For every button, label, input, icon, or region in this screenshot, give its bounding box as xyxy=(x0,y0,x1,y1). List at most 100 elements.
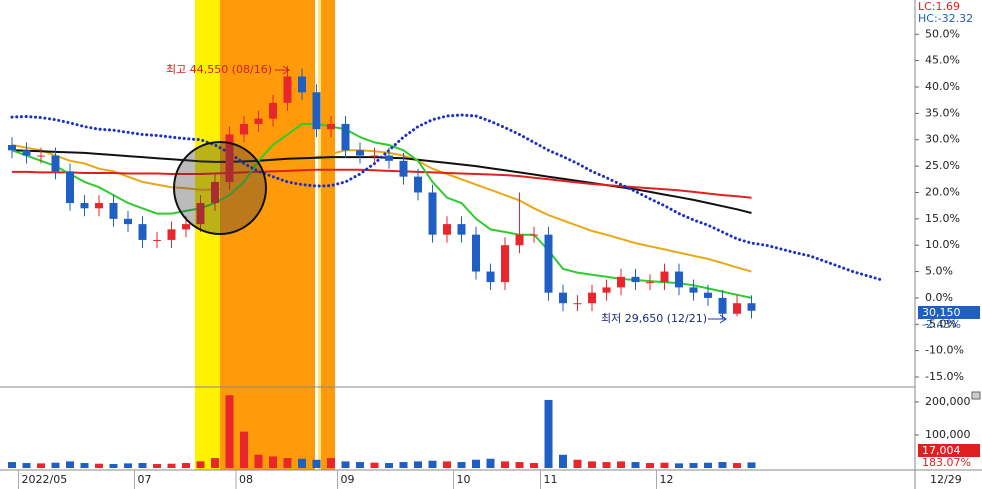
volume-bar xyxy=(573,459,582,468)
volume-bar xyxy=(486,458,495,468)
y-tick-label: 15.0% xyxy=(925,212,960,225)
candle-body xyxy=(298,76,306,93)
candle-body xyxy=(747,303,756,311)
highlight-circle xyxy=(173,141,267,235)
candle-body xyxy=(80,203,89,209)
candle-body xyxy=(573,303,582,305)
volume-bar xyxy=(269,456,277,468)
volume-bar xyxy=(298,458,306,468)
candle-body xyxy=(544,234,553,293)
x-tick-label: 2022/05 xyxy=(22,473,68,486)
volume-bar xyxy=(704,462,712,468)
volume-bar xyxy=(617,461,625,468)
volume-bar xyxy=(385,463,393,468)
candle-body xyxy=(515,234,524,246)
candle-body xyxy=(356,150,364,156)
volume-bar xyxy=(22,463,31,468)
candle-body xyxy=(240,123,248,135)
volume-bar xyxy=(109,464,118,468)
volume-bar xyxy=(211,458,219,468)
volume-bar xyxy=(544,399,553,468)
volume-bar xyxy=(399,462,408,468)
volume-bar xyxy=(588,461,596,468)
candle-body xyxy=(341,123,350,151)
volume-bar xyxy=(675,463,683,468)
candle-body xyxy=(472,234,480,272)
volume-bar xyxy=(51,462,60,468)
moving-average xyxy=(11,144,752,273)
volume-bar xyxy=(153,464,161,468)
candle-body xyxy=(370,155,379,157)
candle-body xyxy=(443,224,451,235)
volume-bar xyxy=(283,458,292,468)
x-tick-label: 07 xyxy=(138,473,152,486)
volume-bar xyxy=(370,462,379,468)
high-note: 최고 44,550 (08/16) xyxy=(166,63,272,76)
candle-body xyxy=(602,287,611,293)
candle-body xyxy=(660,271,669,283)
highlight-band xyxy=(321,0,335,470)
candle-body xyxy=(501,245,509,283)
volume-bar xyxy=(428,460,437,468)
last-volume: 17,004 xyxy=(922,444,961,457)
volume-bar xyxy=(660,462,669,468)
candle-body xyxy=(211,181,219,204)
volume-bar xyxy=(559,454,567,468)
x-tick-label: 09 xyxy=(341,473,355,486)
candle-body xyxy=(196,203,205,225)
moving-average xyxy=(11,122,752,299)
candle-body xyxy=(689,287,698,293)
candle-body xyxy=(617,276,625,288)
low-note: 최저 29,650 (12/21) xyxy=(601,312,707,325)
highlight-band xyxy=(195,0,220,470)
volume-bar xyxy=(138,463,147,468)
candle-body xyxy=(153,239,161,241)
moving-average xyxy=(10,113,884,282)
volume-bar xyxy=(312,459,321,468)
candle-body xyxy=(486,271,495,283)
volume-bar xyxy=(689,463,698,468)
volume-bar xyxy=(718,462,727,468)
candle-body xyxy=(675,271,683,288)
hc-label: HC:-32.32 xyxy=(918,12,973,25)
candle-body xyxy=(269,102,277,119)
candle-body xyxy=(312,92,321,130)
volume-bar xyxy=(631,462,640,468)
volume-bar xyxy=(254,454,263,468)
volume-bar xyxy=(443,461,451,468)
moving-average xyxy=(12,168,752,199)
last-price: 30,150 xyxy=(922,306,961,319)
y-tick-label: 35.0% xyxy=(925,106,960,119)
candle-body xyxy=(8,145,16,151)
last-date: 12/29 xyxy=(930,473,962,486)
volume-bar xyxy=(327,458,335,468)
x-tick-label: 12 xyxy=(660,473,674,486)
y-tick-label: 50.0% xyxy=(925,27,960,40)
x-tick-label: 11 xyxy=(544,473,558,486)
last-volume-box xyxy=(918,444,980,457)
last-change: -2.43% xyxy=(922,318,961,331)
lc-label: LC:1.69 xyxy=(918,0,960,13)
volume-bar xyxy=(472,459,480,468)
candle-body xyxy=(51,155,60,172)
volume-bar xyxy=(124,463,132,468)
y-tick-label: -5.0% xyxy=(925,317,957,330)
candle-body xyxy=(718,297,727,314)
x-tick-label: 08 xyxy=(239,473,253,486)
y-tick-label: 45.0% xyxy=(925,54,960,67)
volume-bar xyxy=(733,463,741,468)
candle-body xyxy=(95,203,103,209)
volume-bar xyxy=(501,461,509,468)
volume-bar xyxy=(196,461,205,468)
panel-button[interactable] xyxy=(971,391,981,400)
candle-body xyxy=(457,224,466,235)
candle-body xyxy=(385,155,393,161)
volume-bar xyxy=(457,462,466,468)
candle-body xyxy=(167,229,176,240)
volume-bar xyxy=(602,462,611,468)
candle-body xyxy=(225,134,234,182)
volume-bar xyxy=(240,431,248,468)
volume-bar xyxy=(8,462,16,468)
y-tick-label: 10.0% xyxy=(925,238,960,251)
